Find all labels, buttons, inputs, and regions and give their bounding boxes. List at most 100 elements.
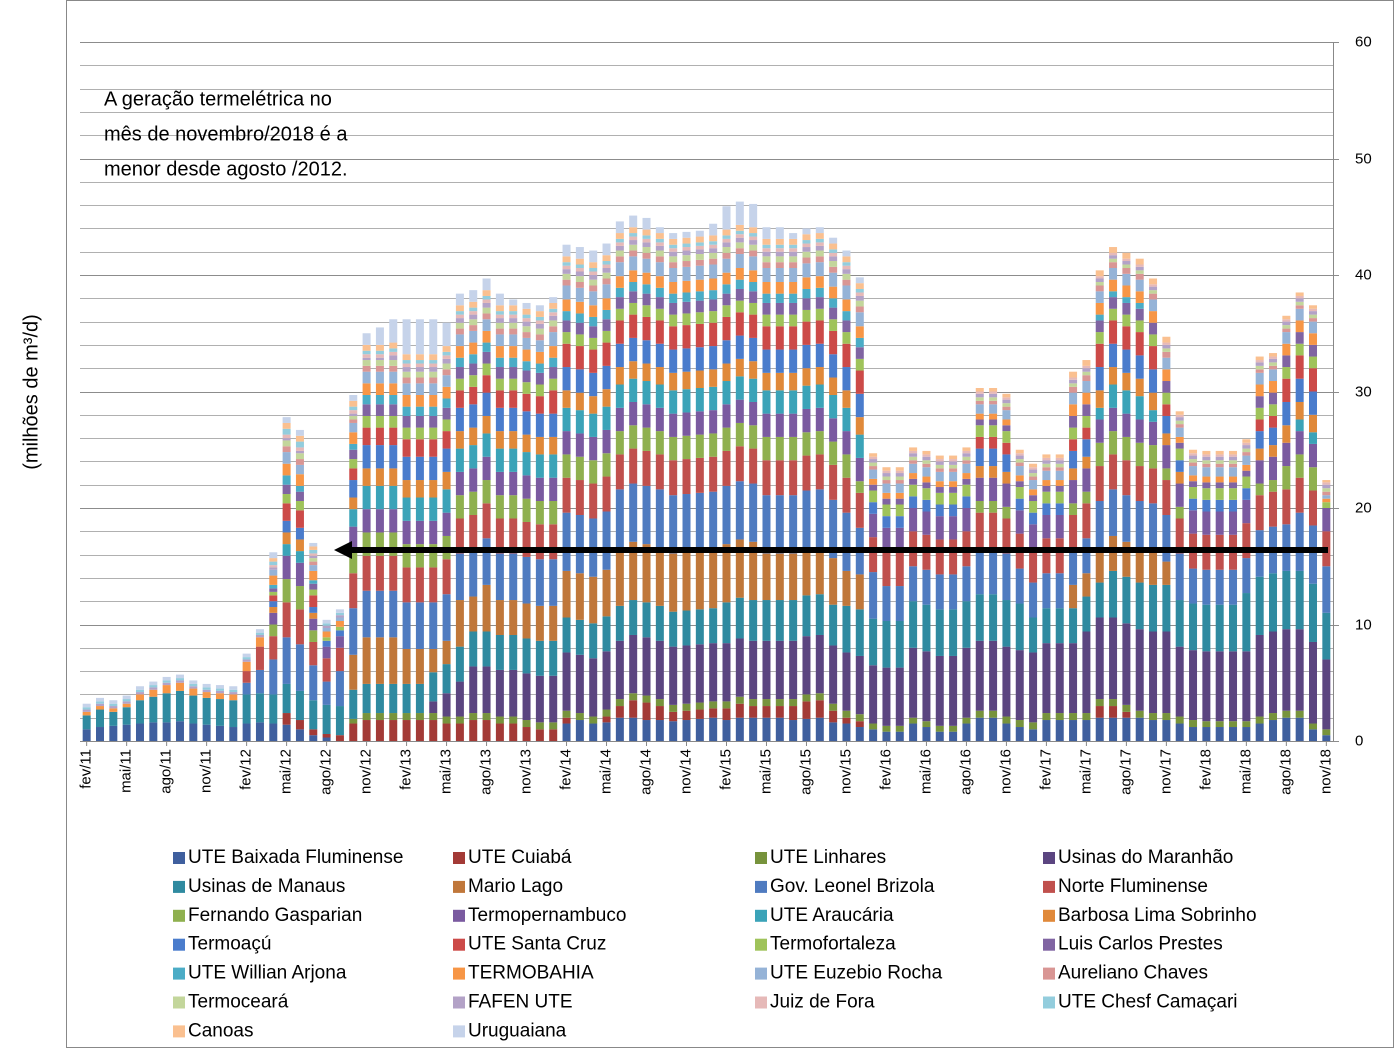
bar-segment bbox=[1309, 443, 1318, 468]
bar-segment bbox=[295, 729, 304, 741]
bar-segment bbox=[1255, 356, 1264, 361]
bar-segment bbox=[109, 706, 118, 709]
bar-segment bbox=[855, 457, 864, 482]
bar-segment bbox=[362, 354, 371, 358]
bar-segment bbox=[535, 605, 544, 641]
bar-segment bbox=[575, 268, 584, 272]
bar-segment bbox=[709, 290, 718, 300]
bar-segment bbox=[455, 311, 464, 315]
bar-segment bbox=[962, 601, 971, 648]
bar-segment bbox=[522, 411, 531, 435]
bar-segment bbox=[1029, 473, 1038, 477]
bar-segment bbox=[789, 390, 798, 414]
bar-segment bbox=[629, 240, 638, 245]
bar-segment bbox=[842, 285, 851, 300]
bar-segment bbox=[442, 559, 451, 595]
bar-segment bbox=[749, 236, 758, 241]
bar-segment bbox=[695, 249, 704, 255]
bar-segment bbox=[615, 640, 624, 700]
bar-segment bbox=[549, 559, 558, 606]
bar-segment bbox=[1069, 549, 1078, 585]
bar-segment bbox=[975, 388, 984, 392]
y-tick-label: 50 bbox=[1355, 150, 1372, 167]
bar-segment bbox=[282, 484, 291, 495]
bar-segment bbox=[695, 265, 704, 280]
bar-segment bbox=[1029, 524, 1038, 548]
bar-segment bbox=[1282, 328, 1291, 333]
bar-segment bbox=[895, 498, 904, 505]
bar-segment bbox=[1029, 480, 1038, 490]
bar-segment bbox=[122, 701, 131, 704]
bar-segment bbox=[989, 594, 998, 641]
bar-segment bbox=[1069, 584, 1078, 609]
bar-segment bbox=[842, 279, 851, 286]
bar-segment bbox=[562, 332, 571, 344]
bar-segment bbox=[735, 597, 744, 639]
bar-segment bbox=[869, 456, 878, 460]
bar-segment bbox=[1042, 608, 1051, 644]
bar-segment bbox=[709, 701, 718, 709]
bar-segment bbox=[402, 648, 411, 684]
bar-segment bbox=[789, 262, 798, 269]
bar-segment bbox=[442, 471, 451, 490]
bar-segment bbox=[415, 720, 424, 741]
bar-segment bbox=[1295, 332, 1304, 344]
bar-segment bbox=[709, 223, 718, 236]
y-tick-label: 60 bbox=[1355, 33, 1372, 50]
bar-segment bbox=[389, 485, 398, 510]
legend-swatch bbox=[453, 1025, 465, 1038]
bar-segment bbox=[309, 700, 318, 730]
bar-segment bbox=[269, 595, 278, 602]
bar-segment bbox=[1055, 503, 1064, 515]
bar-segment bbox=[482, 295, 491, 300]
bar-segment bbox=[429, 360, 438, 364]
bar-segment bbox=[1095, 320, 1104, 333]
bar-segment bbox=[1242, 651, 1251, 722]
bar-segment bbox=[1069, 383, 1078, 387]
bar-segment bbox=[1162, 445, 1171, 469]
legend-swatch bbox=[755, 938, 767, 951]
bar-segment bbox=[562, 343, 571, 368]
bar-segment bbox=[1095, 281, 1104, 286]
bar-segment bbox=[842, 717, 851, 724]
bar-segment bbox=[1242, 445, 1251, 449]
bar-segment bbox=[869, 478, 878, 485]
bar-segment bbox=[975, 400, 984, 405]
bar-segment bbox=[549, 454, 558, 478]
bar-segment bbox=[1095, 407, 1104, 420]
bar-segment bbox=[855, 721, 864, 728]
bar-segment bbox=[829, 441, 838, 465]
bar-segment bbox=[1069, 415, 1078, 428]
bar-segment bbox=[1162, 433, 1171, 446]
bar-segment bbox=[282, 532, 291, 545]
bar-segment bbox=[1255, 634, 1264, 717]
bar-segment bbox=[602, 268, 611, 273]
bar-segment bbox=[815, 343, 824, 368]
bar-segment bbox=[695, 411, 704, 435]
bar-segment bbox=[589, 483, 598, 519]
bar-segment bbox=[469, 290, 478, 302]
bar-segment bbox=[482, 713, 491, 721]
bar-segment bbox=[655, 227, 664, 234]
bar-segment bbox=[575, 287, 584, 302]
bar-segment bbox=[842, 269, 851, 274]
bar-segment bbox=[455, 322, 464, 329]
bar-segment bbox=[1135, 717, 1144, 741]
bar-segment bbox=[562, 570, 571, 618]
bar-segment bbox=[562, 299, 571, 312]
bar-segment bbox=[482, 456, 491, 481]
bar-segment bbox=[549, 390, 558, 414]
bar-segment bbox=[322, 681, 331, 705]
bar-segment bbox=[975, 594, 984, 641]
bar-segment bbox=[1135, 332, 1144, 356]
bar-segment bbox=[735, 422, 744, 447]
bar-segment bbox=[775, 251, 784, 257]
bar-segment bbox=[1122, 460, 1131, 496]
bar-segment bbox=[1002, 471, 1011, 484]
bar-segment bbox=[1055, 460, 1064, 464]
legend-label: Uruguaiana bbox=[468, 1020, 567, 1041]
bar-segment bbox=[295, 491, 304, 502]
bar-segment bbox=[1095, 285, 1104, 292]
bar-segment bbox=[629, 600, 638, 635]
bar-segment bbox=[509, 518, 518, 554]
